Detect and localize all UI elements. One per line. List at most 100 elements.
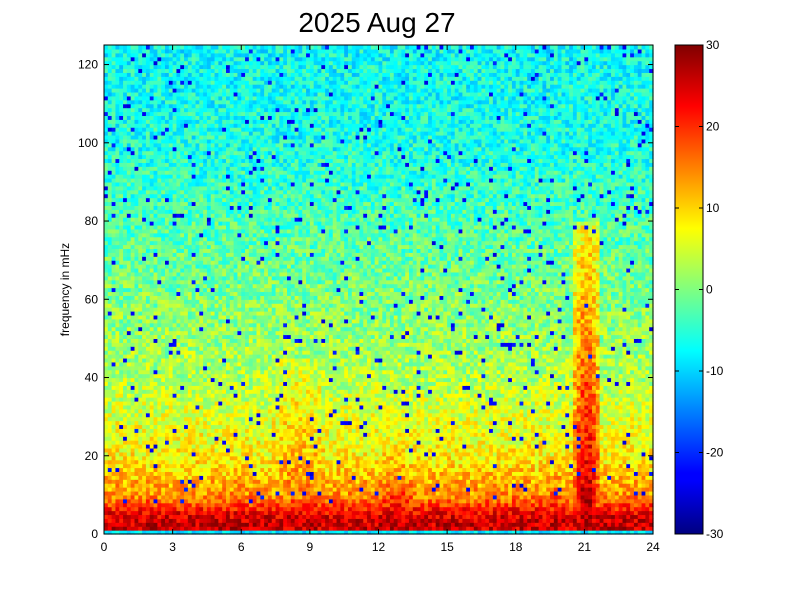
heatmap-cell	[142, 111, 147, 117]
heatmap-cell	[111, 197, 117, 203]
heatmap-cell	[126, 119, 132, 124]
heatmap-cell	[111, 80, 117, 85]
heatmap-cell	[111, 291, 117, 296]
heatmap-cell	[126, 240, 132, 246]
heatmap-cell	[248, 201, 254, 206]
heatmap-cell	[123, 48, 128, 54]
heatmap-cell	[119, 119, 124, 124]
heatmap-cell	[252, 518, 258, 523]
heatmap-cell	[237, 295, 242, 300]
heatmap-cell	[161, 295, 166, 300]
heatmap-cell	[123, 213, 128, 218]
heatmap-cell	[126, 330, 132, 336]
heatmap-cell	[206, 103, 212, 109]
heatmap-cell	[203, 170, 208, 175]
heatmap-cell	[241, 189, 246, 195]
heatmap-cell	[252, 459, 258, 465]
heatmap-cell	[237, 369, 242, 375]
heatmap-cell	[222, 209, 227, 214]
heatmap-cell	[134, 440, 139, 445]
heatmap-cell	[187, 111, 193, 117]
heatmap-cell	[172, 357, 178, 363]
heatmap-cell	[157, 260, 162, 265]
heatmap-cell	[248, 275, 254, 281]
heatmap-cell	[130, 248, 136, 253]
heatmap-cell	[142, 275, 147, 281]
heatmap-cell	[149, 271, 155, 277]
heatmap-cell	[229, 275, 235, 281]
heatmap-cell	[191, 354, 197, 359]
heatmap-cell	[226, 80, 231, 85]
heatmap-cell	[149, 479, 155, 484]
heatmap-cell	[172, 60, 178, 66]
heatmap-cell	[191, 181, 197, 187]
heatmap-cell	[134, 271, 139, 277]
heatmap-cell	[115, 471, 120, 476]
heatmap-cell	[206, 373, 212, 379]
heatmap-cell	[153, 138, 158, 144]
heatmap-cell	[191, 530, 197, 535]
heatmap-cell	[229, 436, 235, 441]
heatmap-cell	[107, 232, 113, 238]
heatmap-cell	[237, 244, 242, 250]
heatmap-cell	[161, 428, 166, 433]
heatmap-cell	[134, 326, 139, 332]
heatmap-cell	[165, 326, 170, 332]
heatmap-cell	[191, 170, 197, 175]
heatmap-cell	[165, 275, 170, 281]
heatmap-cell	[222, 99, 227, 105]
heatmap-cell	[214, 217, 219, 222]
heatmap-cell	[168, 447, 174, 453]
heatmap-cell	[149, 217, 155, 222]
heatmap-cell	[241, 64, 246, 70]
heatmap-cell	[130, 494, 136, 500]
heatmap-cell	[180, 475, 185, 480]
heatmap-cell	[203, 88, 208, 93]
heatmap-cell	[187, 185, 193, 191]
heatmap-cell	[115, 350, 120, 355]
heatmap-cell	[138, 357, 143, 363]
heatmap-cell	[203, 518, 208, 523]
heatmap-cell	[206, 224, 212, 230]
heatmap-cell	[229, 510, 235, 516]
heatmap-cell	[233, 412, 239, 418]
heatmap-cell	[218, 334, 223, 339]
heatmap-cell	[142, 502, 147, 508]
heatmap-cell	[153, 127, 158, 132]
heatmap-cell	[203, 412, 208, 418]
heatmap-cell	[119, 412, 124, 418]
heatmap-cell	[176, 342, 181, 347]
heatmap-cell	[172, 322, 178, 328]
heatmap-cell	[252, 494, 258, 500]
heatmap-cell	[119, 107, 124, 113]
heatmap-cell	[161, 467, 166, 473]
heatmap-cell	[145, 459, 151, 465]
heatmap-cell	[199, 326, 204, 332]
heatmap-cell	[138, 385, 143, 390]
heatmap-cell	[145, 420, 151, 426]
heatmap-cell	[107, 463, 113, 469]
heatmap-cell	[172, 240, 178, 246]
heatmap-cell	[245, 205, 250, 210]
heatmap-cell	[203, 56, 208, 62]
heatmap-cell	[126, 393, 132, 398]
heatmap-cell	[119, 397, 124, 402]
heatmap-cell	[119, 385, 124, 390]
heatmap-cell	[237, 197, 242, 203]
heatmap-cell	[134, 99, 139, 105]
heatmap-cell	[206, 381, 212, 386]
heatmap-cell	[123, 436, 128, 441]
heatmap-cell	[161, 103, 166, 109]
heatmap-cell	[214, 291, 219, 296]
heatmap-cell	[126, 64, 132, 70]
heatmap-cell	[161, 361, 166, 367]
heatmap-cell	[180, 455, 185, 461]
heatmap-cell	[138, 224, 143, 230]
heatmap-cell	[180, 228, 185, 234]
heatmap-cell	[176, 455, 181, 461]
heatmap-cell	[180, 185, 185, 191]
heatmap-cell	[191, 311, 197, 316]
heatmap-cell	[142, 498, 147, 504]
heatmap-cell	[119, 189, 124, 195]
heatmap-cell	[218, 150, 223, 156]
